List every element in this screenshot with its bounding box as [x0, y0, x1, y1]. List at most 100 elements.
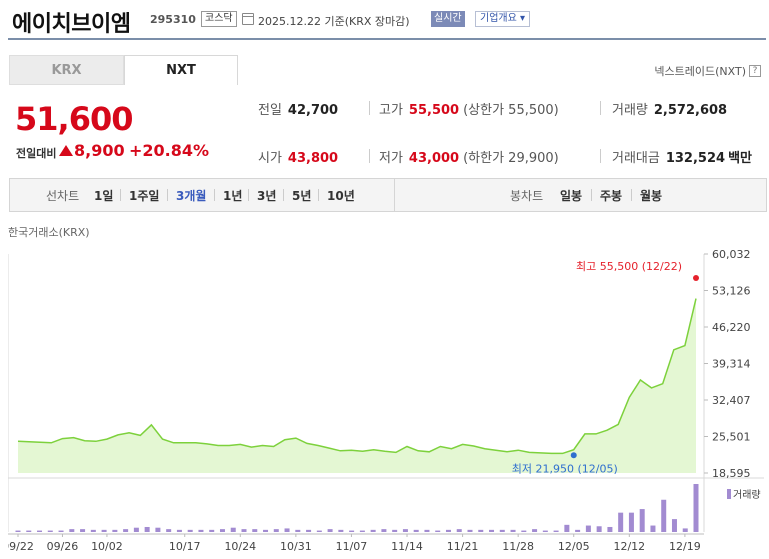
volume-bar [144, 526, 150, 532]
y-tick-label: 53,126 [712, 285, 751, 298]
volume-bar [241, 529, 247, 532]
stat-value: 42,700 [287, 103, 339, 118]
corp-overview-dropdown[interactable]: 기업개요 ▾ [475, 11, 530, 27]
volume-bar [618, 512, 624, 532]
stat-open: 시가 43,800 [258, 147, 338, 166]
volume-bar [338, 529, 344, 532]
divider [600, 149, 601, 163]
range-3m[interactable]: 3개월 [176, 188, 207, 203]
change-label: 전일대비 [16, 147, 57, 160]
volume-bar [370, 529, 376, 532]
volume-bar [671, 519, 677, 532]
x-tick-label: 10/24 [224, 540, 256, 553]
range-1y[interactable]: 1년 [223, 188, 243, 203]
volume-bar [402, 529, 408, 532]
help-icon[interactable]: ? [749, 65, 761, 77]
stat-value: 55,500 [408, 103, 460, 118]
divider [214, 189, 215, 201]
price-chart[interactable]: 60,032 53,126 46,220 39,314 32,407 25,501 18,5… [8, 244, 769, 556]
volume-bar [575, 529, 581, 532]
divider [120, 189, 121, 201]
volume-bar [26, 530, 32, 532]
volume-bar [37, 530, 43, 532]
exchange-note: 한국거래소(KRX) [8, 226, 90, 239]
candle-weekly[interactable]: 주봉 [600, 188, 623, 203]
low-marker [570, 452, 577, 459]
volume-bar [489, 529, 495, 532]
stock-code: 295310 [150, 13, 196, 26]
volume-bar [424, 529, 430, 532]
volume-bar [133, 527, 139, 532]
stat-label: 전일 [258, 103, 282, 118]
volume-bar [273, 529, 279, 532]
stat-label: 거래량 [612, 103, 648, 118]
tab-nxt[interactable]: NXT [124, 55, 238, 85]
volume-bar [499, 529, 505, 532]
volume-bar [585, 525, 591, 532]
nextrade-link[interactable]: 넥스트레이드(NXT) ? [654, 63, 761, 79]
x-tick-label: 10/02 [91, 540, 123, 553]
company-name: 에이치브이엠 [12, 12, 131, 37]
realtime-button[interactable]: 실시간 [431, 11, 465, 27]
nextrade-label: 넥스트레이드(NXT) [654, 65, 746, 78]
calendar-icon [242, 13, 254, 25]
volume-bar [230, 527, 236, 532]
range-5y[interactable]: 5년 [292, 188, 312, 203]
volume-bar [532, 529, 538, 532]
change-percent: +20.84% [129, 141, 210, 160]
range-10y[interactable]: 10년 [327, 188, 355, 203]
volume-bar [596, 526, 602, 532]
stat-label: 저가 [379, 151, 403, 166]
volume-legend-label: 거래량 [733, 489, 761, 501]
y-tick-label: 18,595 [712, 467, 751, 480]
volume-bar [176, 529, 182, 532]
divider [167, 189, 168, 201]
x-tick-label: 10/17 [169, 540, 201, 553]
stat-prev-close: 전일 42,700 [258, 99, 338, 118]
range-1d[interactable]: 1일 [94, 188, 114, 203]
volume-bar [155, 527, 161, 532]
price-area [18, 298, 696, 473]
volume-legend-swatch [727, 489, 731, 499]
volume-bar [650, 525, 656, 532]
volume-bar [316, 530, 322, 532]
candle-daily[interactable]: 일봉 [560, 188, 583, 203]
up-arrow-icon [59, 145, 73, 156]
tab-krx[interactable]: KRX [9, 55, 124, 85]
y-tick-label: 39,314 [712, 358, 751, 371]
range-3y[interactable]: 3년 [257, 188, 277, 203]
y-tick-label: 32,407 [712, 394, 751, 407]
volume-bar [542, 530, 548, 532]
divider [369, 149, 370, 163]
volume-bar [187, 529, 193, 532]
volume-bar [381, 529, 387, 532]
volume-bar [101, 529, 107, 532]
volume-bar [306, 529, 312, 532]
high-label: 최고 55,500 (12/22) [576, 260, 682, 273]
volume-bar [553, 530, 559, 532]
candle-chart-label: 봉차트 [510, 188, 544, 203]
stat-trade-amount: 거래대금 132,524 백만 [612, 147, 752, 166]
divider [394, 179, 395, 211]
volume-bar [639, 509, 645, 532]
range-1w[interactable]: 1주일 [129, 188, 160, 203]
volume-bar [435, 530, 441, 532]
volume-bar [327, 529, 333, 532]
high-marker [693, 274, 699, 281]
stat-unit: 백만 [728, 151, 752, 166]
volume-bar [198, 529, 204, 532]
candle-monthly[interactable]: 월봉 [640, 188, 663, 203]
x-tick-label: 12/12 [613, 540, 645, 553]
header-divider [8, 38, 766, 40]
x-tick-label: 09/22 [8, 540, 34, 553]
x-tick-label: 10/31 [280, 540, 312, 553]
as-of-date: 2025.12.22 기준(KRX 장마감) [258, 15, 410, 28]
volume-bar [607, 526, 613, 532]
volume-bar [15, 530, 21, 532]
divider [318, 189, 319, 201]
divider [283, 189, 284, 201]
volume-bar [349, 530, 355, 532]
volume-bar [69, 529, 75, 532]
volume-bar [252, 529, 258, 532]
stat-label: 시가 [258, 151, 282, 166]
